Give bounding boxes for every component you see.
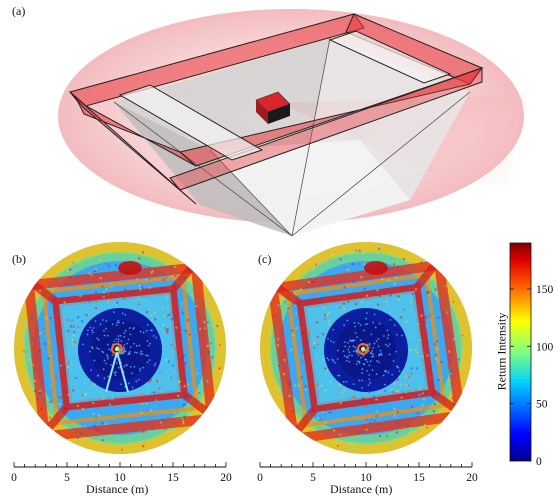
- colorbar-tick-label: 150: [536, 284, 554, 296]
- tick-label: 0: [11, 472, 17, 484]
- panel-b-label: (b): [12, 252, 26, 266]
- colorbar-ticks: 0 50 100 150: [510, 284, 554, 468]
- colorbar-title: Return Intensity: [494, 312, 509, 391]
- panel-a-label: (a): [12, 4, 26, 18]
- panel-a-schematic: [58, 9, 524, 237]
- colorbar-tick-label: 0: [536, 456, 542, 468]
- pool-frame: [68, 13, 484, 205]
- tick-label: 15: [167, 472, 179, 484]
- tick-label: 5: [310, 472, 316, 484]
- tick-label: 20: [220, 472, 232, 484]
- panel-b-sonar-image: [14, 242, 226, 454]
- colorbar-title-wrap: Return Intensity: [447, 313, 557, 391]
- panel-c-x-axis: 0 5 10 15 20: [257, 462, 478, 484]
- panel-b-xlabel: Distance (m): [86, 482, 149, 496]
- sonar-vehicle: [255, 91, 291, 124]
- panel-c-label: (c): [258, 252, 272, 266]
- tank-floor: [210, 140, 410, 236]
- colorbar-tick-label: 50: [536, 399, 548, 411]
- panel-c-xlabel: Distance (m): [330, 482, 393, 496]
- colorbar: [509, 242, 532, 462]
- tick-label: 10: [114, 472, 126, 484]
- tick-label: 20: [466, 472, 478, 484]
- tick-label: 10: [360, 472, 372, 484]
- tick-label: 5: [64, 472, 70, 484]
- tick-label: 0: [257, 472, 263, 484]
- panel-c-sonar-image: [260, 242, 472, 454]
- panel-b-x-axis: 0 5 10 15 20: [11, 462, 232, 484]
- colorbar-tick-label: 100: [536, 341, 554, 353]
- tick-label: 15: [413, 472, 425, 484]
